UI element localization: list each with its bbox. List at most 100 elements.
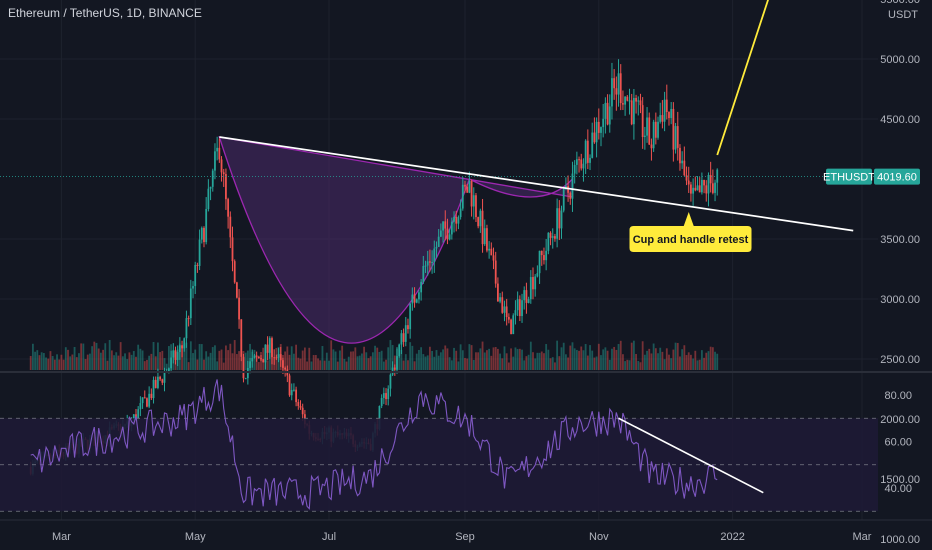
volume-bar bbox=[266, 360, 269, 370]
price-tick-label: 1000.00 bbox=[880, 534, 920, 546]
candle-body bbox=[220, 159, 223, 173]
volume-bar bbox=[442, 349, 444, 370]
volume-bar bbox=[497, 348, 499, 370]
candle-body bbox=[205, 209, 208, 243]
volume-bar bbox=[716, 353, 719, 370]
volume-bar bbox=[194, 349, 197, 370]
candle-body bbox=[273, 357, 276, 359]
candle-body bbox=[707, 174, 710, 194]
volume-bar bbox=[139, 348, 142, 370]
candle-body bbox=[301, 407, 304, 415]
volume-bar bbox=[310, 361, 313, 370]
volume-bar bbox=[674, 342, 677, 370]
candle-body bbox=[518, 299, 521, 317]
volume-bar bbox=[630, 342, 633, 370]
volume-bar bbox=[398, 356, 401, 370]
volume-bar bbox=[435, 350, 438, 370]
volume-bar bbox=[448, 357, 451, 370]
candle-body bbox=[606, 102, 609, 125]
volume-bar bbox=[584, 344, 587, 370]
candle-body bbox=[600, 127, 602, 133]
volume-bar bbox=[560, 347, 563, 370]
candle-body bbox=[648, 117, 651, 145]
candle-body bbox=[161, 379, 164, 383]
volume-bar bbox=[582, 350, 585, 370]
volume-bar bbox=[510, 348, 512, 370]
candle-body bbox=[235, 282, 238, 298]
volume-bar bbox=[562, 342, 565, 370]
volume-bar bbox=[297, 357, 300, 370]
candle-body bbox=[628, 100, 631, 102]
candle-body bbox=[211, 170, 214, 187]
volume-bar bbox=[622, 354, 624, 370]
arrow-shaft bbox=[716, 0, 769, 156]
volume-bar bbox=[286, 346, 289, 370]
volume-bar bbox=[472, 359, 475, 370]
volume-bar bbox=[525, 356, 528, 370]
volume-bar bbox=[97, 348, 100, 370]
volume-bar bbox=[556, 340, 559, 370]
time-tick-label: Sep bbox=[455, 531, 475, 543]
candle-body bbox=[694, 187, 697, 191]
candle-body bbox=[246, 367, 249, 379]
volume-bar bbox=[595, 356, 598, 370]
volume-bar bbox=[303, 347, 306, 370]
volume-bar bbox=[643, 354, 646, 370]
volume-bar bbox=[602, 349, 605, 370]
candle-body bbox=[295, 389, 298, 403]
volume-bar bbox=[611, 348, 613, 370]
price-tick-label: 3000.00 bbox=[880, 294, 920, 306]
candle-body bbox=[479, 210, 482, 227]
volume-bar bbox=[654, 348, 657, 370]
candle-body bbox=[448, 234, 451, 240]
volume-bar bbox=[159, 352, 162, 370]
volume-bar bbox=[222, 362, 225, 370]
volume-bar bbox=[214, 345, 216, 370]
candle-body bbox=[461, 184, 464, 209]
candle-body bbox=[207, 188, 210, 210]
volume-bar bbox=[527, 354, 530, 370]
volume-bar bbox=[238, 351, 240, 370]
candle-body bbox=[475, 195, 477, 218]
volume-bar bbox=[255, 356, 258, 370]
candle-body bbox=[238, 297, 240, 320]
candle-body bbox=[137, 409, 140, 421]
volume-bar bbox=[148, 355, 151, 370]
candle-body bbox=[196, 264, 199, 266]
volume-bar bbox=[512, 356, 515, 370]
volume-bar bbox=[157, 342, 159, 370]
candle-body bbox=[547, 232, 550, 251]
volume-bar bbox=[332, 349, 335, 370]
volume-bar bbox=[341, 345, 344, 370]
volume-bar bbox=[126, 359, 129, 370]
candle-body bbox=[422, 265, 425, 282]
candle-body bbox=[279, 354, 282, 361]
volume-bar bbox=[47, 358, 50, 370]
volume-bar bbox=[457, 361, 460, 370]
volume-bar bbox=[235, 354, 238, 370]
candle-body bbox=[242, 356, 245, 379]
candle-body bbox=[418, 292, 420, 300]
volume-bar bbox=[165, 363, 168, 370]
candle-body bbox=[284, 367, 287, 370]
candle-body bbox=[453, 216, 455, 222]
volume-bar bbox=[690, 354, 692, 370]
candle-body bbox=[253, 355, 256, 359]
volume-bar bbox=[40, 352, 43, 370]
volume-bar bbox=[551, 357, 554, 370]
candle-body bbox=[505, 306, 508, 318]
candle-body bbox=[172, 350, 175, 358]
candle-body bbox=[611, 78, 613, 107]
rsi-line bbox=[30, 379, 718, 510]
candle-body bbox=[455, 216, 458, 224]
volume-bar bbox=[593, 357, 596, 370]
volume-bar bbox=[203, 359, 205, 370]
volume-bar bbox=[106, 360, 109, 370]
volume-bar bbox=[615, 349, 618, 370]
candle-body bbox=[470, 180, 473, 207]
volume-bar bbox=[73, 346, 76, 370]
price-tick-label: 3500.00 bbox=[880, 234, 920, 246]
candle-body bbox=[426, 261, 429, 266]
volume-bar bbox=[38, 355, 41, 370]
candle-body bbox=[615, 88, 618, 95]
